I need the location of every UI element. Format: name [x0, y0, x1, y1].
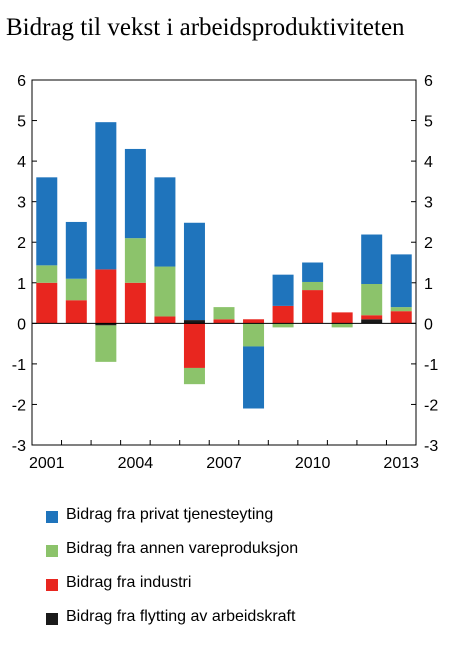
bar-segment-2010-series-3	[302, 262, 324, 282]
legend-swatch-privat-tjenesteyting	[46, 511, 58, 523]
bar-segment-2009-series-3	[272, 274, 294, 306]
y-tick-label-right: 5	[424, 114, 433, 131]
bar-segment-2012-series-2	[361, 283, 383, 316]
bar-segment-2001-series-1	[36, 282, 58, 324]
legend-item-flytting-av-arbeidskraft: Bidrag fra flytting av arbeidskraft	[46, 606, 446, 640]
bar-segment-2013-series-1	[390, 311, 412, 324]
bar-segment-2005-series-1	[154, 316, 176, 324]
chart-plot: -3 -3 -2 -2 -1 -1 0 0 1 1 2 2 3 3 4 4 5 5 6 6 2001 2004 2007 20…	[12, 73, 439, 472]
bar-segment-2012-series-0	[361, 319, 383, 324]
y-tick-label-right: 1	[424, 276, 433, 293]
bar-segment-2004-series-2	[124, 238, 146, 283]
bar-segment-2008-series-2	[243, 323, 265, 347]
legend-item-annen-vareproduksjon: Bidrag fra annen vareproduksjon	[46, 538, 446, 572]
y-tick-label-right: -1	[424, 357, 438, 374]
bar-segment-2003-series-3	[95, 122, 117, 270]
legend-item-privat-tjenesteyting: Bidrag fra privat tjenesteyting	[46, 504, 446, 538]
y-tick-label-left: 4	[17, 154, 26, 171]
bar-segment-2001-series-2	[36, 265, 58, 283]
y-tick-label-right: 0	[424, 316, 433, 333]
bar-segment-2009-series-2	[272, 323, 294, 328]
plot-frame	[31, 79, 417, 446]
bar-segment-2001-series-3	[36, 177, 58, 266]
bar-segment-2004-series-3	[124, 148, 146, 239]
bar-segment-2007-series-1	[213, 319, 235, 324]
bar-segment-2007-series-2	[213, 307, 235, 320]
bar-segment-2006-series-3	[183, 222, 205, 321]
y-tick-label-left: 6	[17, 73, 26, 90]
y-tick-label-left: 2	[17, 235, 26, 252]
bar-segment-2002-series-3	[65, 221, 87, 279]
bar-segment-2003-series-2	[95, 325, 117, 362]
bar-segment-2003-series-1	[95, 269, 117, 324]
bar-segment-2004-series-1	[124, 282, 146, 324]
chart-title: Bidrag til vekst i arbeidsproduktivitete…	[6, 14, 405, 41]
bar-segment-2010-series-2	[302, 281, 324, 291]
bar-segment-2011-series-1	[331, 312, 353, 324]
legend-label-flytting-av-arbeidskraft: Bidrag fra flytting av arbeidskraft	[66, 608, 296, 625]
x-tick-label-2004: 2004	[118, 455, 154, 472]
bar-segment-2005-series-2	[154, 266, 176, 317]
y-tick-label-left: -3	[12, 438, 26, 455]
bar-segment-2009-series-1	[272, 305, 294, 324]
y-tick-label-left: -2	[12, 397, 26, 414]
y-tick-label-right: -2	[424, 397, 438, 414]
bar-segment-2006-series-2	[183, 367, 205, 385]
legend-label-industri: Bidrag fra industri	[66, 574, 192, 591]
y-tick-label-left: 0	[17, 316, 26, 333]
y-tick-label-right: 3	[424, 195, 433, 212]
bar-segment-2013-series-2	[390, 307, 412, 312]
bar-segment-2008-series-1	[243, 319, 265, 324]
x-tick-label-2013: 2013	[383, 455, 419, 472]
y-tick-label-right: 2	[424, 235, 433, 252]
x-tick-label-2010: 2010	[295, 455, 331, 472]
bar-segment-2006-series-1	[183, 323, 205, 368]
legend-swatch-industri	[46, 579, 58, 591]
bar-segment-2003-series-0	[95, 323, 117, 326]
chart-legend: Bidrag fra privat tjenesteyting Bidrag f…	[46, 504, 446, 640]
x-tick-label-2001: 2001	[29, 455, 65, 472]
y-tick-label-right: 4	[424, 154, 433, 171]
bar-segment-2002-series-2	[65, 278, 87, 301]
y-tick-label-left: 5	[17, 114, 26, 131]
bar-segment-2011-series-2	[331, 323, 353, 328]
legend-item-industri: Bidrag fra industri	[46, 572, 446, 606]
bar-segment-2008-series-3	[243, 346, 265, 409]
x-tick-label-2007: 2007	[206, 455, 242, 472]
legend-label-privat-tjenesteyting: Bidrag fra privat tjenesteyting	[66, 506, 274, 523]
legend-swatch-flytting-av-arbeidskraft	[46, 613, 58, 625]
y-tick-label-left: 3	[17, 195, 26, 212]
bar-segment-2005-series-3	[154, 177, 176, 267]
legend-label-annen-vareproduksjon: Bidrag fra annen vareproduksjon	[66, 540, 299, 557]
y-tick-label-right: -3	[424, 438, 438, 455]
bar-segment-2006-series-0	[183, 320, 205, 324]
bar-segment-2002-series-1	[65, 300, 87, 324]
y-tick-label-left: -1	[12, 357, 26, 374]
bar-segment-2013-series-3	[390, 254, 412, 308]
bar-segment-2010-series-1	[302, 290, 324, 324]
bar-segment-2012-series-3	[361, 234, 383, 284]
y-tick-label-left: 1	[17, 276, 26, 293]
y-tick-label-right: 6	[424, 73, 433, 90]
legend-swatch-annen-vareproduksjon	[46, 545, 58, 557]
bar-segment-2012-series-1	[361, 315, 383, 320]
